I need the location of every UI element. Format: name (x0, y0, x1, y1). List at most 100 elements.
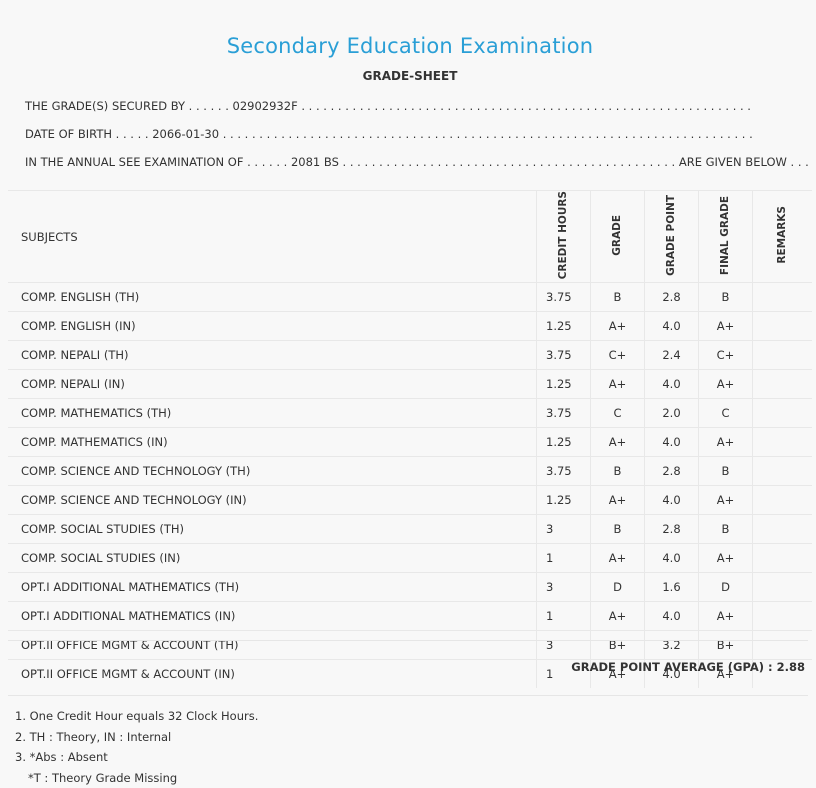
header-final-grade: FINAL GRADE (699, 191, 753, 283)
cell-credit: 3.75 (537, 399, 591, 428)
cell-grade: A+ (591, 428, 645, 457)
cell-credit: 1 (537, 602, 591, 631)
cell-final-grade: B+ (699, 631, 753, 660)
cell-subject: OPT.I ADDITIONAL MATHEMATICS (TH) (8, 573, 537, 602)
gpa-value: 2.88 (777, 660, 805, 674)
cell-grade-point: 2.4 (645, 341, 699, 370)
cell-final-grade: B (699, 515, 753, 544)
cell-remarks (753, 515, 813, 544)
cell-remarks (753, 457, 813, 486)
gpa-label: GRADE POINT AVERAGE (GPA) : (571, 660, 772, 674)
cell-credit: 1 (537, 544, 591, 573)
cell-final-grade: B (699, 283, 753, 312)
note-item: 2. TH : Theory, IN : Internal (15, 727, 258, 748)
header-grade: GRADE (591, 191, 645, 283)
note-item: *T : Theory Grade Missing (15, 768, 258, 788)
page-title: Secondary Education Examination (0, 34, 816, 58)
cell-final-grade: B (699, 457, 753, 486)
header-final-grade-label: FINAL GRADE (720, 196, 731, 275)
header-credit-hours-label: CREDIT HOURS (558, 191, 569, 279)
cell-grade-point: 4.0 (645, 486, 699, 515)
cell-grade: A+ (591, 370, 645, 399)
cell-remarks (753, 370, 813, 399)
header-remarks: REMARKS (753, 191, 813, 283)
cell-remarks (753, 631, 813, 660)
cell-credit: 3.75 (537, 457, 591, 486)
cell-subject: COMP. ENGLISH (TH) (8, 283, 537, 312)
cell-remarks (753, 573, 813, 602)
cell-subject: OPT.I ADDITIONAL MATHEMATICS (IN) (8, 602, 537, 631)
cell-grade: B (591, 283, 645, 312)
cell-subject: COMP. NEPALI (IN) (8, 370, 537, 399)
cell-credit: 3.75 (537, 341, 591, 370)
notes: 1. One Credit Hour equals 32 Clock Hours… (15, 706, 258, 788)
header-subjects: SUBJECTS (8, 191, 537, 283)
cell-credit: 1.25 (537, 486, 591, 515)
cell-grade-point: 4.0 (645, 370, 699, 399)
header-grade-point: GRADE POINT (645, 191, 699, 283)
cell-grade-point: 4.0 (645, 312, 699, 341)
cell-credit: 1.25 (537, 312, 591, 341)
cell-remarks (753, 341, 813, 370)
cell-remarks (753, 399, 813, 428)
cell-grade-point: 4.0 (645, 602, 699, 631)
cell-credit: 3.75 (537, 283, 591, 312)
cell-subject: COMP. MATHEMATICS (TH) (8, 399, 537, 428)
cell-final-grade: C (699, 399, 753, 428)
cell-grade-point: 4.0 (645, 428, 699, 457)
cell-grade: A+ (591, 312, 645, 341)
info-examination: IN THE ANNUAL SEE EXAMINATION OF . . . .… (25, 155, 809, 169)
cell-final-grade: A+ (699, 428, 753, 457)
cell-subject: COMP. SOCIAL STUDIES (TH) (8, 515, 537, 544)
cell-grade: B+ (591, 631, 645, 660)
cell-final-grade: A+ (699, 602, 753, 631)
page-subtitle: GRADE-SHEET (0, 69, 816, 83)
divider (8, 640, 808, 641)
cell-credit: 1.25 (537, 370, 591, 399)
cell-remarks (753, 283, 813, 312)
gpa-summary: GRADE POINT AVERAGE (GPA) : 2.88 (571, 660, 805, 674)
cell-credit: 3 (537, 515, 591, 544)
cell-grade-point: 2.8 (645, 283, 699, 312)
cell-subject: COMP. SCIENCE AND TECHNOLOGY (TH) (8, 457, 537, 486)
cell-final-grade: A+ (699, 312, 753, 341)
cell-grade-point: 2.0 (645, 399, 699, 428)
cell-remarks (753, 312, 813, 341)
header-grade-label: GRADE (612, 215, 623, 256)
header-remarks-label: REMARKS (777, 206, 788, 264)
header-subjects-label: SUBJECTS (21, 230, 78, 244)
header-grade-point-label: GRADE POINT (666, 195, 677, 276)
cell-grade: C (591, 399, 645, 428)
cell-final-grade: A+ (699, 370, 753, 399)
cell-remarks (753, 602, 813, 631)
cell-subject: OPT.II OFFICE MGMT & ACCOUNT (IN) (8, 660, 537, 689)
cell-grade-point: 4.0 (645, 544, 699, 573)
info-date-of-birth: DATE OF BIRTH . . . . . 2066-01-30 . . .… (25, 127, 753, 141)
cell-subject: COMP. MATHEMATICS (IN) (8, 428, 537, 457)
header-credit-hours: CREDIT HOURS (537, 191, 591, 283)
cell-subject: COMP. SCIENCE AND TECHNOLOGY (IN) (8, 486, 537, 515)
note-item: 3. *Abs : Absent (15, 747, 258, 768)
grades-table: SUBJECTS CREDIT HOURS GRADE GRADE POINT … (8, 190, 812, 688)
cell-credit: 3 (537, 631, 591, 660)
cell-grade: C+ (591, 341, 645, 370)
cell-grade: A+ (591, 486, 645, 515)
cell-remarks (753, 428, 813, 457)
cell-credit: 3 (537, 573, 591, 602)
info-grade-secured-by: THE GRADE(S) SECURED BY . . . . . . 0290… (25, 99, 751, 113)
cell-remarks (753, 544, 813, 573)
cell-remarks (753, 486, 813, 515)
cell-final-grade: C+ (699, 341, 753, 370)
